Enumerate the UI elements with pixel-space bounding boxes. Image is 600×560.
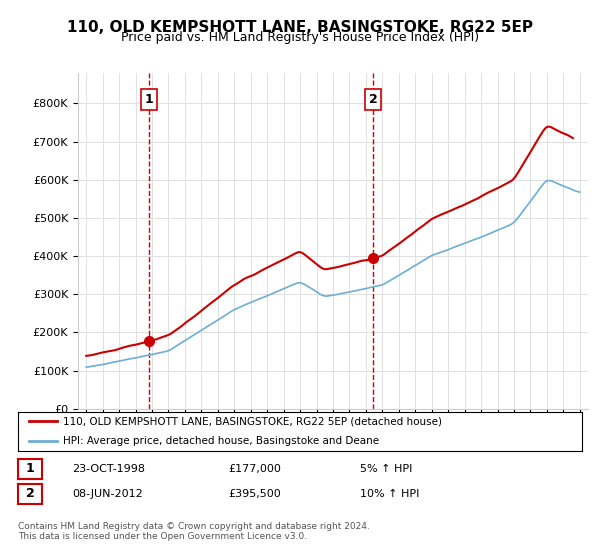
Text: 110, OLD KEMPSHOTT LANE, BASINGSTOKE, RG22 5EP (detached house): 110, OLD KEMPSHOTT LANE, BASINGSTOKE, RG… [63,417,442,426]
Text: £395,500: £395,500 [228,489,281,499]
Text: Price paid vs. HM Land Registry's House Price Index (HPI): Price paid vs. HM Land Registry's House … [121,31,479,44]
Text: 1: 1 [145,93,153,106]
Text: Contains HM Land Registry data © Crown copyright and database right 2024.
This d: Contains HM Land Registry data © Crown c… [18,522,370,542]
Text: 23-OCT-1998: 23-OCT-1998 [72,464,145,474]
Text: 5% ↑ HPI: 5% ↑ HPI [360,464,412,474]
Text: 2: 2 [26,487,34,501]
Text: 08-JUN-2012: 08-JUN-2012 [72,489,143,499]
Text: HPI: Average price, detached house, Basingstoke and Deane: HPI: Average price, detached house, Basi… [63,436,379,446]
Text: 10% ↑ HPI: 10% ↑ HPI [360,489,419,499]
Text: 110, OLD KEMPSHOTT LANE, BASINGSTOKE, RG22 5EP: 110, OLD KEMPSHOTT LANE, BASINGSTOKE, RG… [67,20,533,35]
Text: 1: 1 [26,462,34,475]
Text: 2: 2 [369,93,377,106]
Text: £177,000: £177,000 [228,464,281,474]
